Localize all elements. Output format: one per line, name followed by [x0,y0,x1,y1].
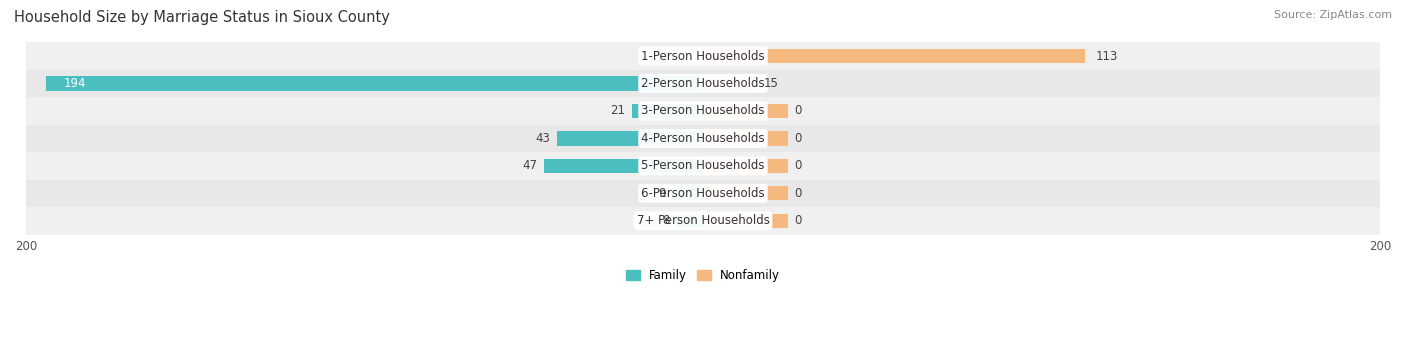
Bar [672,186,703,201]
Bar [27,152,1379,180]
Text: 0: 0 [794,132,801,145]
Text: 7+ Person Households: 7+ Person Households [637,214,769,227]
Text: 0: 0 [794,159,801,172]
Text: 21: 21 [610,104,626,117]
Bar [27,207,1379,235]
Text: 9: 9 [658,187,666,200]
Bar [27,180,1379,207]
Text: 15: 15 [763,77,779,90]
Bar [27,125,1379,152]
Text: 8: 8 [662,214,669,227]
Text: 2-Person Households: 2-Person Households [641,77,765,90]
Text: 43: 43 [536,132,551,145]
Bar [703,104,787,118]
Text: 194: 194 [63,77,86,90]
Bar [703,49,1085,63]
Text: 0: 0 [794,187,801,200]
Bar [557,131,703,146]
Bar [676,214,703,228]
Text: 0: 0 [794,214,801,227]
Text: 5-Person Households: 5-Person Households [641,159,765,172]
Bar [631,104,703,118]
Bar [703,159,787,173]
Bar [27,42,1379,70]
Text: 113: 113 [1095,49,1118,62]
Bar [703,214,787,228]
Text: Household Size by Marriage Status in Sioux County: Household Size by Marriage Status in Sio… [14,10,389,25]
Text: 3-Person Households: 3-Person Households [641,104,765,117]
Bar [27,70,1379,97]
Bar [703,76,754,91]
Text: 0: 0 [794,104,801,117]
Bar [544,159,703,173]
Bar [46,76,703,91]
Text: 1-Person Households: 1-Person Households [641,49,765,62]
Text: 6-Person Households: 6-Person Households [641,187,765,200]
Text: Source: ZipAtlas.com: Source: ZipAtlas.com [1274,10,1392,20]
Bar [703,186,787,201]
Bar [27,97,1379,125]
Legend: Family, Nonfamily: Family, Nonfamily [626,269,780,282]
Text: 4-Person Households: 4-Person Households [641,132,765,145]
Bar [703,131,787,146]
Text: 47: 47 [522,159,537,172]
